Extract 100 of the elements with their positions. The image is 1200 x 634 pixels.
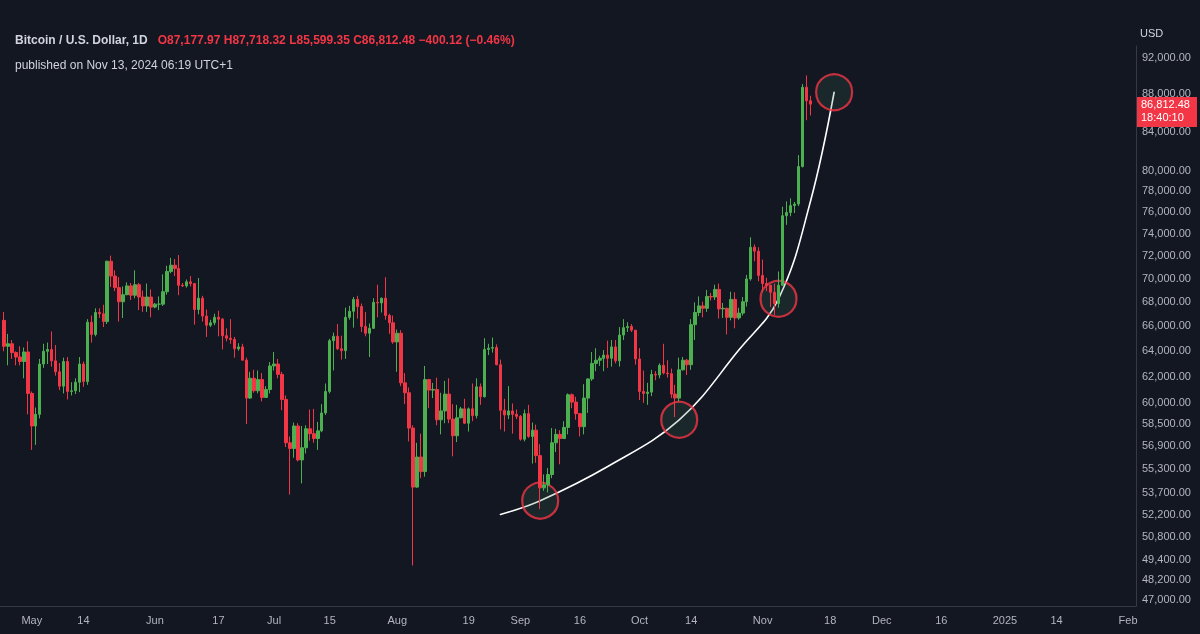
point [660,400,699,439]
candlestick [380,297,383,314]
candlestick [475,377,478,419]
candlestick [376,284,379,318]
x-tick-label: Sep [510,613,531,626]
x-tick-label: 14 [1050,613,1063,626]
y-tick-label: 74,000.00 [1142,226,1191,239]
candlestick [610,339,613,368]
candlestick [527,404,530,439]
candlestick [685,358,689,376]
y-tick-label: 48,200.00 [1142,572,1191,585]
candlestick [109,255,113,288]
annotation: O87,177.97 H87,718.32 L85,599.35 C86,812.48 −400.12 (−0.46%) [157,33,515,47]
candlestick [523,409,526,442]
candlestick [654,370,657,381]
candlestick [248,371,252,400]
candlestick [395,329,399,373]
chart-title: Bitcoin / U.S. Dollar, 1D [15,33,149,47]
candlestick [177,254,180,296]
candlestick [805,75,808,121]
y-tick-label: 62,000.00 [1142,369,1191,382]
text: 18:40:10 [1141,111,1184,124]
candlestick [479,383,482,406]
candlestick [773,283,776,316]
x-tick-label: 17 [212,613,225,626]
x-tick-label: Feb [1118,613,1138,626]
candlestick [658,362,661,379]
x-tick-label: Oct [630,613,649,626]
x-tick-label: Jul [267,613,282,626]
y-tick-label: 58,500.00 [1142,416,1191,429]
candlestick [701,301,705,318]
y-tick-label: 78,000.00 [1142,184,1191,197]
candlestick [2,311,6,352]
candlestick [252,369,256,394]
y-tick-label: 84,000.00 [1142,124,1191,137]
candlestick [137,282,141,311]
candlestick [507,385,510,420]
y-tick-label: 55,300.00 [1142,461,1191,474]
y-tick-label: 76,000.00 [1142,205,1191,218]
x-tick-label: 15 [323,613,336,626]
candlestick [86,318,89,386]
candlestick [519,414,522,442]
candlestick [133,269,137,299]
candlestick [197,277,200,315]
y-tick-label: 47,000.00 [1142,593,1191,606]
candlestick [312,408,316,444]
x-tick-label: 16 [935,613,948,626]
y-tick-label: 50,800.00 [1142,530,1191,543]
candlestick [352,296,355,329]
y-tick-label: 52,200.00 [1142,508,1191,521]
candlestick [415,442,419,489]
x-tick-label: 16 [573,613,587,626]
candlestick [558,429,562,465]
candlestick [102,304,105,328]
x-tick-label: 18 [824,613,837,626]
y-tick-label: 80,000.00 [1142,164,1191,177]
y-tick-label: 56,900.00 [1142,438,1191,451]
point [815,73,854,112]
y-tick-label: 53,700.00 [1142,485,1191,498]
candlestick [292,422,296,459]
candlestick [725,307,729,335]
y-axis-title: USD [1140,26,1164,39]
candlestick [483,337,486,398]
candlestick [431,382,435,399]
candlestick [471,383,474,422]
candlestick [90,315,93,344]
candlestick [78,356,81,393]
candlestick [145,283,149,313]
candlestick [105,260,109,325]
candlestick [419,433,423,479]
text: published on Nov 13, 2024 06:19 UTC+1 [15,58,234,72]
candlestick [531,422,534,465]
x-tick-label: Aug [387,613,407,626]
candlestick [662,343,665,375]
candlestick [344,307,347,360]
candlestick [709,292,713,302]
x-tick-label: 14 [685,613,698,626]
y-tick-label: 72,000.00 [1142,249,1191,262]
candlestick [308,409,312,442]
candlestick [423,365,427,478]
candlestick [18,345,22,366]
x-tick-label: Nov [752,613,773,626]
candlestick [129,282,133,301]
point [521,481,560,520]
candlestick [66,356,69,400]
candlestick [185,279,188,289]
y-tick-label: 66,000.00 [1142,319,1191,332]
candlestick [149,288,153,318]
y-tick-label: 68,000.00 [1142,295,1191,308]
candlestick [94,307,97,337]
x-tick-label: 19 [462,613,475,626]
candlestick [705,289,709,313]
candlestick [427,378,431,409]
x-tick-label: Dec [872,613,893,626]
y-tick-label: 60,000.00 [1142,396,1191,409]
candlestick [463,398,466,425]
candlestick [491,337,494,354]
candlestick [713,284,717,301]
candlestick [256,369,260,394]
candlestick [467,407,470,433]
